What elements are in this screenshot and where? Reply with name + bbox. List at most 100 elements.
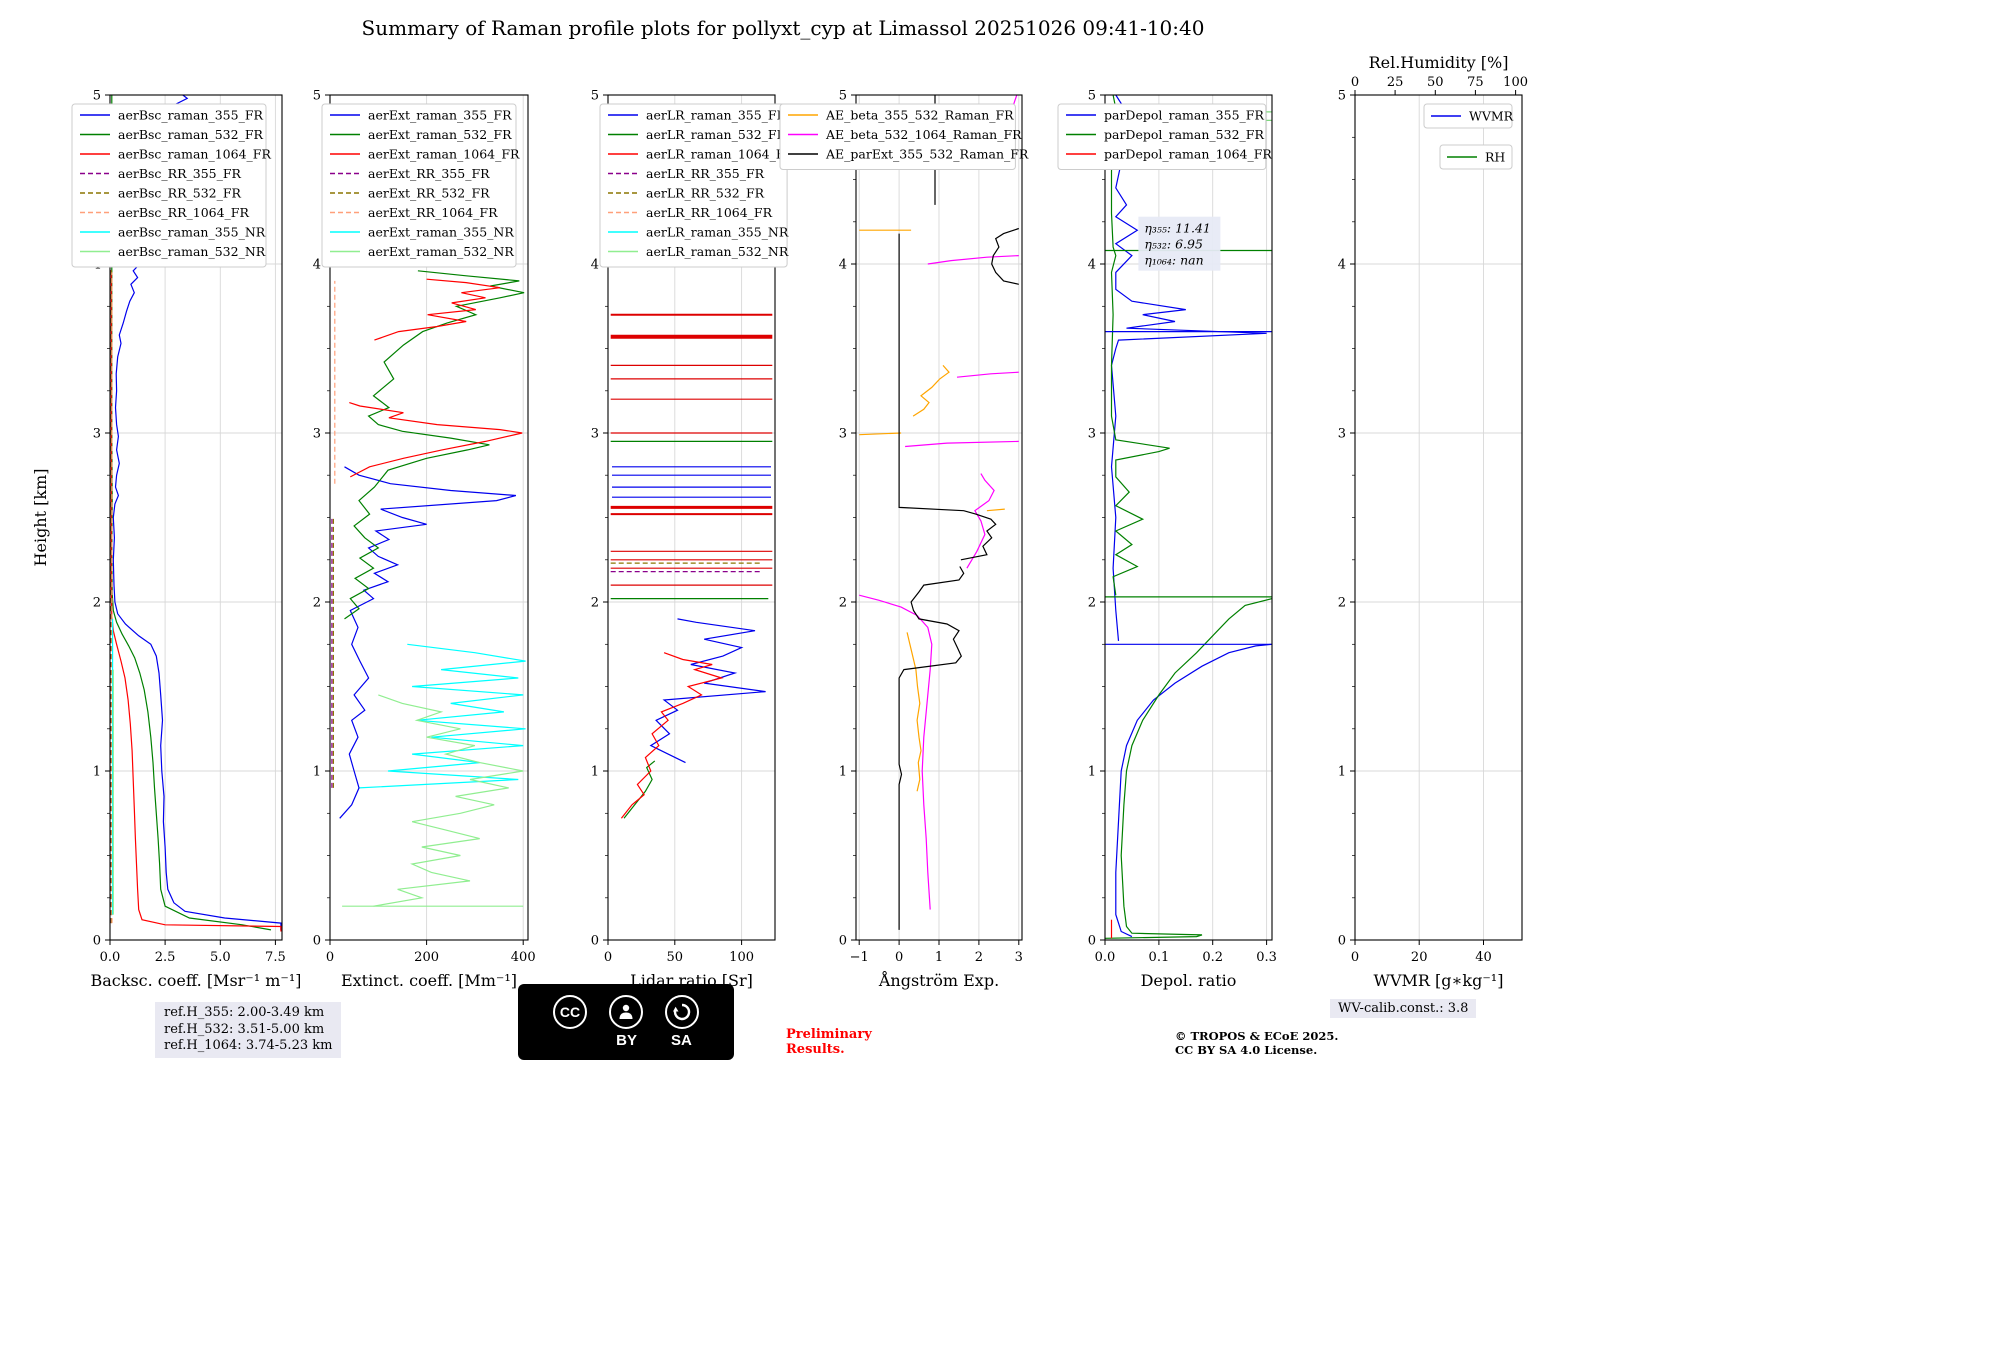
copyright-line1: © TROPOS & ECoE 2025.	[1175, 1029, 1339, 1043]
legend-box	[599, 103, 788, 268]
y-tick-label: 2	[313, 596, 321, 611]
legend-label: aerExt_RR_1064_FR	[368, 205, 498, 220]
series-aerLR_raman_1064_FR	[620, 652, 724, 819]
legend-label: aerBsc_raman_532_NR	[118, 244, 266, 259]
y-tick-label: 5	[591, 89, 599, 104]
chart-depol: 0.0 0.1 0.2 0.3 0 1 2 3 4 5 Depol. ratio parDepol_r…	[1025, 40, 1290, 1004]
x-tick-label: 0.0	[100, 950, 121, 965]
top-tick-label: 25	[1387, 75, 1404, 90]
series-AE_beta_355_532_Raman_FR	[986, 508, 1005, 512]
cc-badge-labels: BY SA	[616, 1032, 692, 1049]
series-AE_parExt_355_532_Raman_FR	[898, 233, 997, 561]
x-tick-label: 0.1	[1149, 950, 1170, 965]
legend-label: aerExt_raman_1064_FR	[368, 147, 520, 162]
x-tick-label: 3	[1015, 950, 1023, 965]
chart-backscatter: 0.02.55.07.5012345Backsc. coeff. [Msr⁻¹ …	[30, 40, 302, 1004]
y-tick-label: 3	[591, 427, 599, 442]
legend-label: aerBsc_RR_1064_FR	[118, 205, 249, 220]
cc-by-sa-badge: CC BY SA	[518, 984, 734, 1060]
series-aerExt_raman_1064_FR	[349, 402, 523, 478]
legend-box	[1423, 103, 1513, 129]
x-tick-label: 0.2	[1202, 950, 1223, 965]
x-tick-label: 50	[667, 950, 684, 965]
wv-calibration-constant: WV-calib.const.: 3.8	[1330, 999, 1477, 1018]
legend-label: aerLR_raman_355_NR	[646, 225, 789, 240]
series-AE_beta_532_1064_Raman_FR	[927, 255, 1019, 265]
y-tick-label: 1	[313, 765, 321, 780]
legend-label: WVMR	[1469, 109, 1514, 124]
top-tick-label: 50	[1427, 75, 1444, 90]
ref-height-532: ref.H_532: 3.51-5.00 km	[164, 1021, 325, 1037]
y-tick-label: 5	[93, 89, 101, 104]
eta-annotation-box	[1138, 216, 1221, 271]
top-tick-label: 0	[1351, 75, 1359, 90]
x-tick-label: 400	[511, 950, 536, 965]
legend-label: aerLR_RR_355_FR	[646, 166, 765, 181]
chart-wvmr: 0 20 40 0 1 2 3 4 5 WVMR [g∗kg⁻¹] 0 25 50 75 100 Rel.Hu…	[1275, 40, 1540, 1004]
series-AE_beta_532_1064_Raman_FR	[956, 371, 1019, 378]
legend-label: aerBsc_raman_355_FR	[118, 108, 263, 123]
series-aerExt_raman_532_NR	[373, 694, 524, 907]
y-tick-label: 5	[1088, 89, 1096, 104]
y-tick-label: 4	[839, 258, 847, 273]
legend-label: aerBsc_RR_532_FR	[118, 186, 242, 201]
chart-svg-wvmr: 0 20 40 0 1 2 3 4 5 WVMR [g∗kg⁻¹] 0 25 50 75 100 Rel.Hu…	[1338, 53, 1528, 990]
legend-label: aerExt_RR_355_FR	[368, 166, 490, 181]
legend-label: aerLR_RR_1064_FR	[646, 205, 773, 220]
x-tick-label: 0.0	[1095, 950, 1116, 965]
reference-heights-box: ref.H_355: 2.00-3.49 km ref.H_532: 3.51-…	[155, 1002, 342, 1058]
x-tick-label: 20	[1411, 950, 1428, 965]
x-axis-label: Extinct. coeff. [Mm⁻¹]	[341, 971, 517, 990]
attribution-person-icon	[609, 995, 643, 1029]
share-alike-arrow-icon	[665, 995, 699, 1029]
series-aerExt_raman_355_FR	[339, 466, 517, 819]
y-tick-label: 0	[1338, 934, 1346, 949]
legend-label: aerBsc_raman_355_NR	[118, 225, 266, 240]
y-tick-label: 0	[1088, 934, 1096, 949]
legend-label: aerLR_raman_355_FR	[646, 108, 787, 123]
chart-svg-depol: 0.0 0.1 0.2 0.3 0 1 2 3 4 5 Depol. ratio parDepol_r…	[1057, 89, 1277, 990]
cc-sa-label: SA	[671, 1032, 692, 1049]
y-tick-label: 1	[839, 765, 847, 780]
legend-label: AE_beta_355_532_Raman_FR	[825, 108, 1014, 123]
legend-box	[779, 103, 1016, 170]
series-AE_beta_532_1064_Raman_FR	[859, 594, 933, 910]
y-tick-label: 2	[1338, 596, 1346, 611]
preliminary-line2: Results.	[786, 1042, 845, 1057]
x-tick-label: 5.0	[210, 950, 231, 965]
series-AE_beta_355_532_Raman_FR	[912, 365, 950, 417]
series-parDepol_raman_532_FR	[1104, 598, 1273, 939]
axes-frame	[1354, 94, 1523, 941]
x-tick-label: 0.3	[1256, 950, 1277, 965]
legend-label: aerExt_raman_355_NR	[368, 225, 514, 240]
y-tick-label: 1	[591, 765, 599, 780]
series-AE_beta_355_532_Raman_FR	[859, 432, 902, 436]
chart-angstrom: −1 0 1 2 3 0 1 2 3 4 5 Ångström Exp. AE_beta_355_532…	[776, 40, 1040, 1004]
y-tick-label: 5	[1338, 89, 1346, 104]
series-aerLR_raman_355_FR	[649, 618, 766, 764]
top-tick-label: 100	[1503, 75, 1528, 90]
x-tick-label: 7.5	[265, 950, 286, 965]
series-parDepol_raman_355_FR	[1115, 643, 1273, 938]
legend-label: aerExt_RR_532_FR	[368, 186, 490, 201]
y-tick-label: 2	[591, 596, 599, 611]
y-tick-label: 1	[93, 765, 101, 780]
chart-svg-extinction: 0 200 400 0 1 2 3 4 5 Extinct. coeff. [Mm⁻¹] aerEx…	[313, 89, 536, 991]
y-tick-label: 0	[93, 934, 101, 949]
legend-box	[71, 103, 267, 268]
series-AE_parExt_355_532_Raman_FR	[898, 566, 965, 930]
y-tick-label: 4	[313, 258, 321, 273]
series-aerExt_raman_1064_FR	[374, 278, 501, 341]
plot-title: Summary of Raman profile plots for polly…	[361, 16, 1205, 40]
y-tick-label: 2	[1088, 596, 1096, 611]
x-tick-label: 0	[326, 950, 334, 965]
y-tick-label: 5	[839, 89, 847, 104]
x-tick-label: 2	[975, 950, 983, 965]
legend-label: aerLR_raman_532_NR	[646, 244, 789, 259]
ref-height-355: ref.H_355: 2.00-3.49 km	[164, 1005, 325, 1020]
x-tick-label: 0	[604, 950, 612, 965]
legend-box	[321, 103, 517, 268]
x-tick-label: 40	[1475, 950, 1492, 965]
